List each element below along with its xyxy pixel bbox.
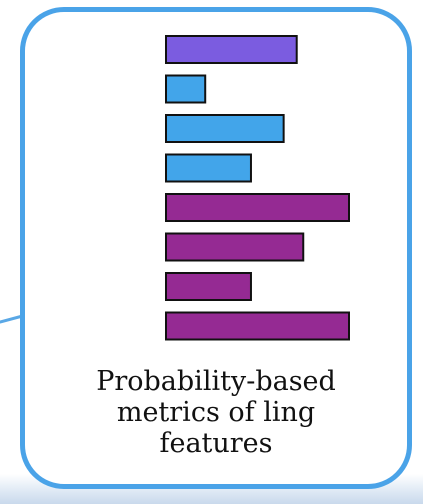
caption-line-3: features — [159, 428, 273, 459]
bar-chart — [165, 35, 350, 341]
bar-2 — [165, 74, 207, 104]
caption-line-2: metrics of ling — [116, 397, 316, 428]
bar-5 — [165, 193, 350, 222]
bar-6 — [165, 232, 305, 262]
bar-7 — [165, 272, 252, 301]
caption-line-1: Probability-based — [96, 366, 336, 397]
card-caption: Probability-based metrics of ling featur… — [40, 366, 392, 459]
bar-1 — [165, 35, 298, 64]
bar-3 — [165, 114, 285, 143]
bar-4 — [165, 153, 252, 183]
bar-8 — [165, 311, 350, 341]
